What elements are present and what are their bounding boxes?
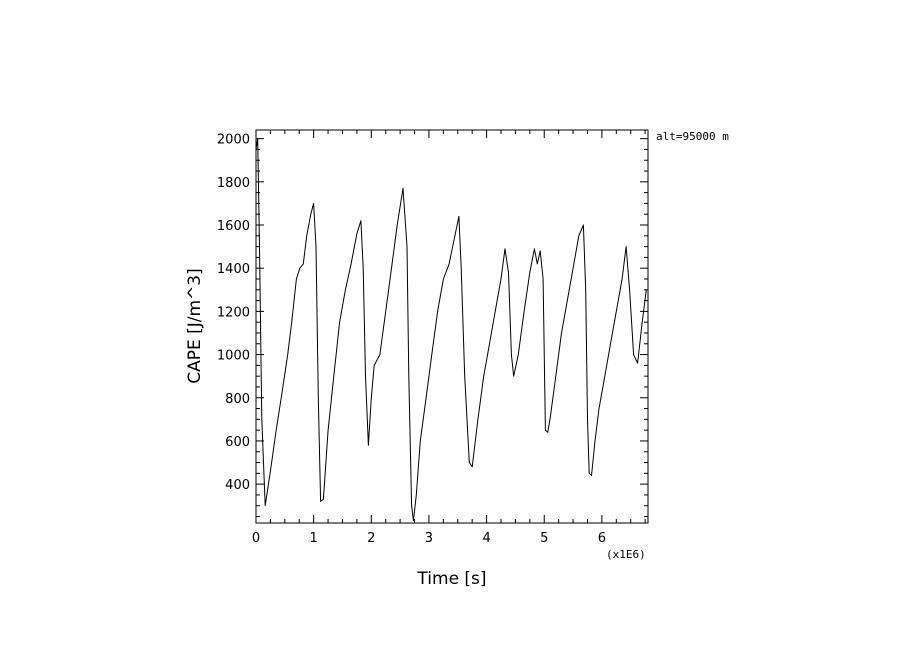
y-tick-label: 1200 <box>217 305 250 320</box>
cape-series-line <box>255 138 647 522</box>
x-tick-label: 3 <box>425 531 433 546</box>
y-axis-ticks: 400 600 800 1000 1200 1400 1600 1800 2000 <box>217 133 648 518</box>
x-tick-label: 6 <box>598 531 606 546</box>
y-tick-label: 1800 <box>217 176 250 191</box>
y-tick-label: 600 <box>225 435 250 450</box>
x-tick-label: 2 <box>367 531 375 546</box>
altitude-annotation: alt=95000 m <box>656 130 729 143</box>
x-tick-label: 0 <box>252 531 260 546</box>
x-axis-ticks: 0 1 2 3 4 5 6 <box>252 130 646 546</box>
series-layer <box>255 138 647 522</box>
x-tick-label: 5 <box>540 531 548 546</box>
x-tick-label: 4 <box>482 531 490 546</box>
x-axis-title: Time [s] <box>416 569 486 589</box>
y-tick-label: 2000 <box>217 133 250 148</box>
y-tick-label: 1400 <box>217 262 250 277</box>
y-tick-label: 1600 <box>217 219 250 234</box>
x-tick-label: 1 <box>310 531 318 546</box>
y-tick-label: 1000 <box>217 349 250 364</box>
x-multiplier-label: (x1E6) <box>606 548 646 561</box>
y-tick-label: 800 <box>225 392 250 407</box>
plot-frame <box>255 129 649 524</box>
y-tick-label: 400 <box>225 478 250 493</box>
y-axis-title: CAPE [J/m^3] <box>185 268 205 384</box>
